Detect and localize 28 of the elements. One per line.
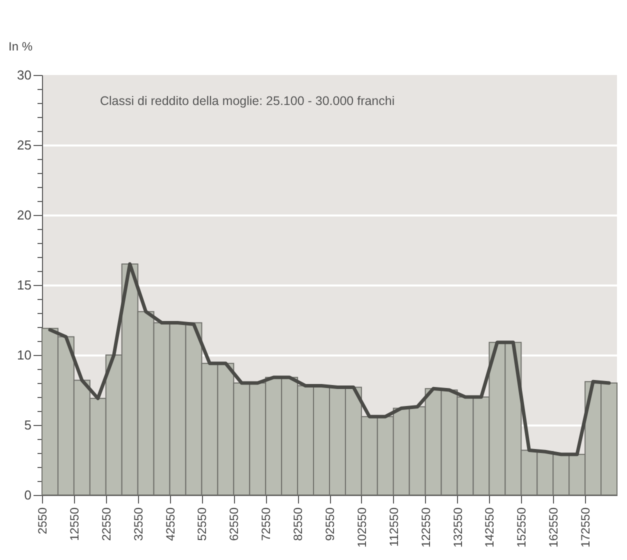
x-tick-label: 122550: [418, 507, 433, 548]
y-tick-label: 30: [17, 68, 32, 82]
x-tick-label: 102550: [354, 507, 369, 548]
x-tick-label: 132550: [450, 507, 465, 548]
y-tick-label: 10: [17, 348, 32, 362]
x-tick-label: 112550: [386, 507, 401, 547]
x-tick-label: 152550: [514, 507, 529, 548]
y-axis-title: In %: [8, 40, 33, 54]
y-tick-label: 25: [17, 138, 32, 152]
y-tick-label: 5: [24, 418, 32, 432]
x-tick-label: 82550: [291, 507, 306, 541]
annotation: Classi di reddito della moglie: 25.100 - 30.000 franchi: [100, 94, 395, 108]
y-tick-label: 0: [24, 488, 32, 502]
x-tick-label: 2550: [36, 507, 50, 534]
x-tick-label: 22550: [99, 507, 114, 541]
y-tick-label: 15: [17, 278, 32, 292]
x-tick-label: 42550: [163, 507, 178, 541]
x-tick-label: 162550: [546, 507, 561, 548]
x-tick-label: 142550: [482, 507, 497, 548]
x-tick-label: 32550: [131, 507, 146, 541]
x-tick-label: 52550: [195, 507, 210, 541]
x-tick-label: 12550: [67, 507, 82, 541]
y-tick-label: 20: [17, 208, 32, 222]
x-tick-label: 72550: [259, 507, 274, 541]
x-tick-label: 172550: [578, 507, 593, 548]
x-tick-label: 92550: [323, 507, 337, 541]
line-series: [48, 262, 611, 456]
x-tick-label: 62550: [227, 507, 242, 541]
